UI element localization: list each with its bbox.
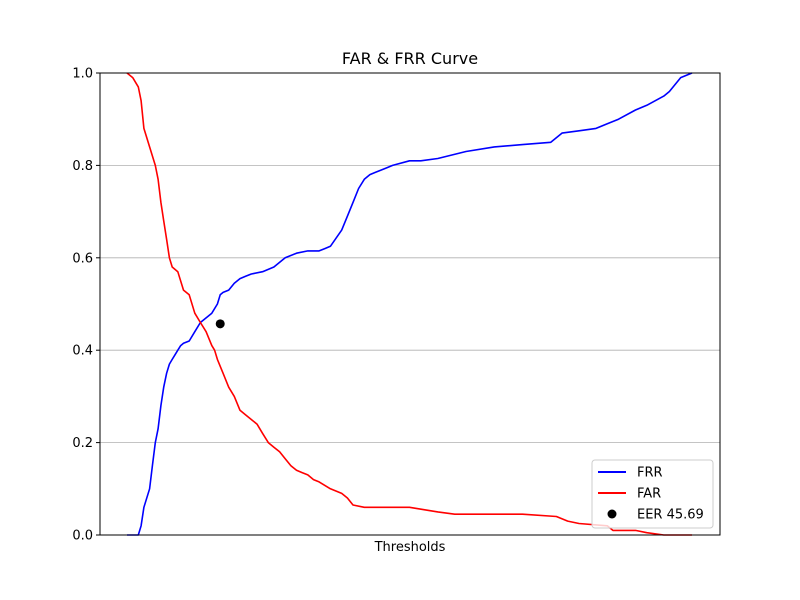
axes-frame — [99, 72, 721, 536]
y-tick-label: 0.0 — [72, 529, 93, 544]
y-tick-label: 0.2 — [72, 436, 93, 451]
legend-label-far: FAR — [637, 487, 661, 502]
series-line-frr — [127, 72, 693, 536]
legend: FRR FAR EER 45.69 — [591, 459, 714, 529]
y-axis: 0.0 0.2 0.4 0.6 0.8 1.0 — [72, 67, 100, 544]
legend-marker-eer — [607, 509, 617, 519]
legend-label-frr: FRR — [637, 466, 663, 481]
x-axis-label: Thresholds — [374, 540, 446, 555]
series-line-far — [126, 72, 692, 536]
y-tick-label: 0.6 — [72, 251, 93, 266]
legend-label-eer: EER 45.69 — [637, 508, 704, 523]
legend-box — [591, 459, 714, 529]
eer-point — [215, 319, 225, 329]
y-tick-label: 0.4 — [72, 344, 93, 359]
grid-lines — [100, 164, 720, 444]
chart-title: FAR & FRR Curve — [342, 49, 478, 68]
y-tick-label: 1.0 — [72, 67, 93, 82]
y-tick-label: 0.8 — [72, 159, 93, 174]
plot-area — [126, 72, 693, 536]
